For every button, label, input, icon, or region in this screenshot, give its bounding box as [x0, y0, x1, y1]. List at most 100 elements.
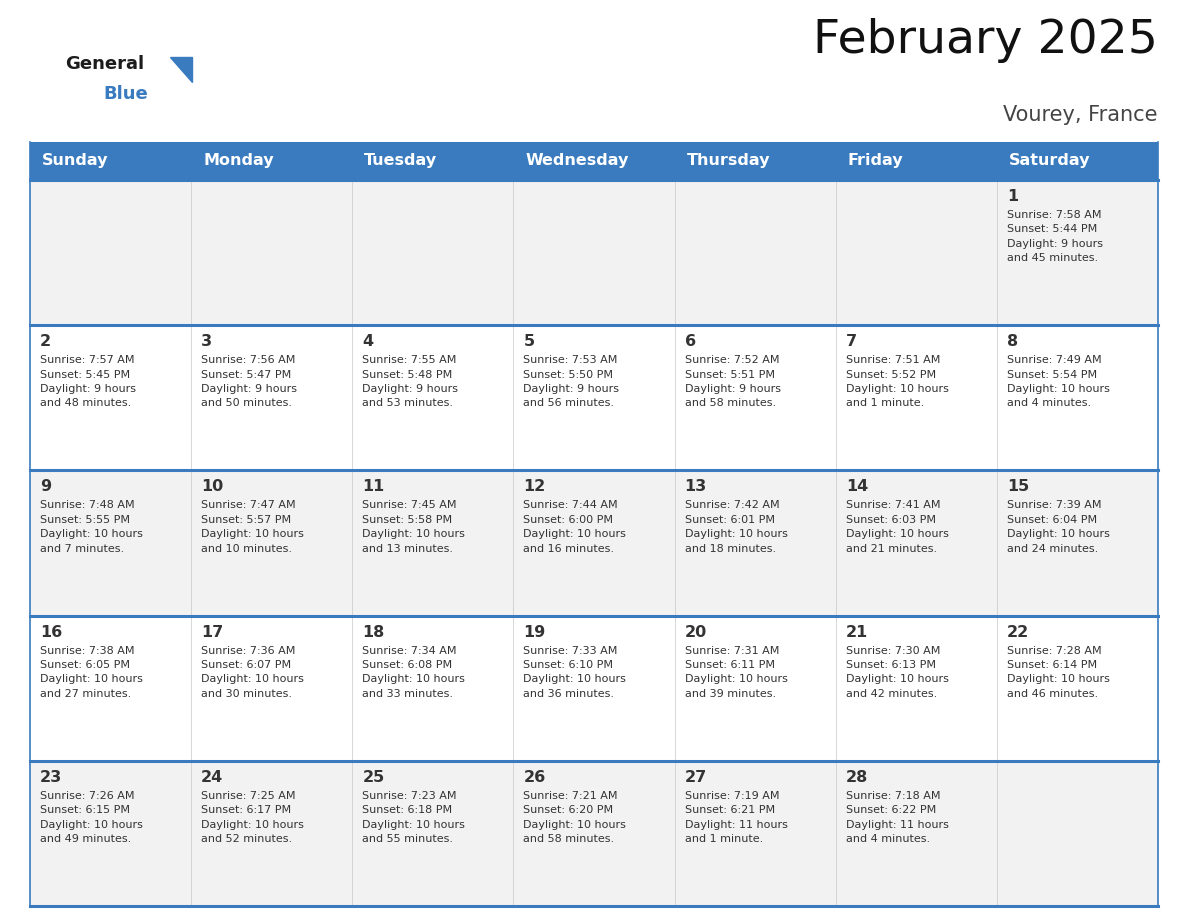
Text: Sunrise: 7:38 AM
Sunset: 6:05 PM
Daylight: 10 hours
and 27 minutes.: Sunrise: 7:38 AM Sunset: 6:05 PM Dayligh…: [40, 645, 143, 699]
Text: Sunrise: 7:18 AM
Sunset: 6:22 PM
Daylight: 11 hours
and 4 minutes.: Sunrise: 7:18 AM Sunset: 6:22 PM Dayligh…: [846, 790, 948, 844]
Text: 28: 28: [846, 770, 868, 785]
Text: Sunrise: 7:48 AM
Sunset: 5:55 PM
Daylight: 10 hours
and 7 minutes.: Sunrise: 7:48 AM Sunset: 5:55 PM Dayligh…: [40, 500, 143, 554]
Text: Friday: Friday: [848, 153, 903, 169]
Text: Sunday: Sunday: [42, 153, 108, 169]
Text: 18: 18: [362, 624, 385, 640]
Bar: [30, 761, 191, 906]
Text: 24: 24: [201, 770, 223, 785]
Text: Monday: Monday: [203, 153, 273, 169]
Text: 8: 8: [1007, 334, 1018, 349]
Text: Saturday: Saturday: [1009, 153, 1091, 169]
Bar: [30, 180, 191, 325]
Text: Sunrise: 7:42 AM
Sunset: 6:01 PM
Daylight: 10 hours
and 18 minutes.: Sunrise: 7:42 AM Sunset: 6:01 PM Dayligh…: [684, 500, 788, 554]
Bar: [835, 180, 997, 325]
Text: Tuesday: Tuesday: [365, 153, 437, 169]
Text: Sunrise: 7:36 AM
Sunset: 6:07 PM
Daylight: 10 hours
and 30 minutes.: Sunrise: 7:36 AM Sunset: 6:07 PM Dayligh…: [201, 645, 304, 699]
Bar: [513, 470, 675, 616]
Text: 19: 19: [524, 624, 545, 640]
Text: 17: 17: [201, 624, 223, 640]
Bar: [513, 761, 675, 906]
Text: Sunrise: 7:30 AM
Sunset: 6:13 PM
Daylight: 10 hours
and 42 minutes.: Sunrise: 7:30 AM Sunset: 6:13 PM Dayligh…: [846, 645, 948, 699]
Bar: [30, 142, 1158, 180]
Text: 27: 27: [684, 770, 707, 785]
Text: Sunrise: 7:44 AM
Sunset: 6:00 PM
Daylight: 10 hours
and 16 minutes.: Sunrise: 7:44 AM Sunset: 6:00 PM Dayligh…: [524, 500, 626, 554]
Text: Sunrise: 7:45 AM
Sunset: 5:58 PM
Daylight: 10 hours
and 13 minutes.: Sunrise: 7:45 AM Sunset: 5:58 PM Dayligh…: [362, 500, 466, 554]
Text: Vourey, France: Vourey, France: [1004, 105, 1158, 125]
Bar: [997, 180, 1158, 325]
Text: 11: 11: [362, 479, 385, 495]
Text: Sunrise: 7:41 AM
Sunset: 6:03 PM
Daylight: 10 hours
and 21 minutes.: Sunrise: 7:41 AM Sunset: 6:03 PM Dayligh…: [846, 500, 948, 554]
Bar: [353, 761, 513, 906]
Text: 7: 7: [846, 334, 857, 349]
Bar: [191, 180, 353, 325]
Bar: [997, 761, 1158, 906]
Bar: [191, 325, 353, 470]
Text: 10: 10: [201, 479, 223, 495]
Text: Sunrise: 7:51 AM
Sunset: 5:52 PM
Daylight: 10 hours
and 1 minute.: Sunrise: 7:51 AM Sunset: 5:52 PM Dayligh…: [846, 355, 948, 409]
Text: 14: 14: [846, 479, 868, 495]
Text: 1: 1: [1007, 189, 1018, 204]
Text: Blue: Blue: [103, 85, 147, 103]
Text: 3: 3: [201, 334, 213, 349]
Text: 15: 15: [1007, 479, 1029, 495]
Bar: [997, 616, 1158, 761]
Text: 13: 13: [684, 479, 707, 495]
Text: Sunrise: 7:21 AM
Sunset: 6:20 PM
Daylight: 10 hours
and 58 minutes.: Sunrise: 7:21 AM Sunset: 6:20 PM Dayligh…: [524, 790, 626, 844]
Polygon shape: [170, 57, 192, 82]
Text: 25: 25: [362, 770, 385, 785]
Text: Thursday: Thursday: [687, 153, 770, 169]
Text: Sunrise: 7:47 AM
Sunset: 5:57 PM
Daylight: 10 hours
and 10 minutes.: Sunrise: 7:47 AM Sunset: 5:57 PM Dayligh…: [201, 500, 304, 554]
Text: Sunrise: 7:52 AM
Sunset: 5:51 PM
Daylight: 9 hours
and 58 minutes.: Sunrise: 7:52 AM Sunset: 5:51 PM Dayligh…: [684, 355, 781, 409]
Bar: [675, 325, 835, 470]
Bar: [675, 470, 835, 616]
Text: Sunrise: 7:53 AM
Sunset: 5:50 PM
Daylight: 9 hours
and 56 minutes.: Sunrise: 7:53 AM Sunset: 5:50 PM Dayligh…: [524, 355, 619, 409]
Text: February 2025: February 2025: [813, 18, 1158, 63]
Bar: [835, 325, 997, 470]
Text: Sunrise: 7:39 AM
Sunset: 6:04 PM
Daylight: 10 hours
and 24 minutes.: Sunrise: 7:39 AM Sunset: 6:04 PM Dayligh…: [1007, 500, 1110, 554]
Text: Sunrise: 7:28 AM
Sunset: 6:14 PM
Daylight: 10 hours
and 46 minutes.: Sunrise: 7:28 AM Sunset: 6:14 PM Dayligh…: [1007, 645, 1110, 699]
Text: Sunrise: 7:55 AM
Sunset: 5:48 PM
Daylight: 9 hours
and 53 minutes.: Sunrise: 7:55 AM Sunset: 5:48 PM Dayligh…: [362, 355, 459, 409]
Bar: [191, 470, 353, 616]
Bar: [30, 616, 191, 761]
Bar: [835, 761, 997, 906]
Text: 26: 26: [524, 770, 545, 785]
Bar: [513, 325, 675, 470]
Bar: [835, 470, 997, 616]
Text: 16: 16: [40, 624, 62, 640]
Text: Sunrise: 7:57 AM
Sunset: 5:45 PM
Daylight: 9 hours
and 48 minutes.: Sunrise: 7:57 AM Sunset: 5:45 PM Dayligh…: [40, 355, 135, 409]
Text: Sunrise: 7:49 AM
Sunset: 5:54 PM
Daylight: 10 hours
and 4 minutes.: Sunrise: 7:49 AM Sunset: 5:54 PM Dayligh…: [1007, 355, 1110, 409]
Text: 23: 23: [40, 770, 62, 785]
Bar: [675, 180, 835, 325]
Text: Sunrise: 7:58 AM
Sunset: 5:44 PM
Daylight: 9 hours
and 45 minutes.: Sunrise: 7:58 AM Sunset: 5:44 PM Dayligh…: [1007, 210, 1102, 263]
Bar: [675, 616, 835, 761]
Bar: [997, 325, 1158, 470]
Text: Sunrise: 7:31 AM
Sunset: 6:11 PM
Daylight: 10 hours
and 39 minutes.: Sunrise: 7:31 AM Sunset: 6:11 PM Dayligh…: [684, 645, 788, 699]
Bar: [997, 470, 1158, 616]
Bar: [353, 180, 513, 325]
Bar: [30, 470, 191, 616]
Text: Sunrise: 7:34 AM
Sunset: 6:08 PM
Daylight: 10 hours
and 33 minutes.: Sunrise: 7:34 AM Sunset: 6:08 PM Dayligh…: [362, 645, 466, 699]
Bar: [675, 761, 835, 906]
Bar: [513, 616, 675, 761]
Text: 20: 20: [684, 624, 707, 640]
Text: General: General: [65, 55, 144, 73]
Text: Sunrise: 7:23 AM
Sunset: 6:18 PM
Daylight: 10 hours
and 55 minutes.: Sunrise: 7:23 AM Sunset: 6:18 PM Dayligh…: [362, 790, 466, 844]
Text: 5: 5: [524, 334, 535, 349]
Text: 6: 6: [684, 334, 696, 349]
Text: 9: 9: [40, 479, 51, 495]
Bar: [353, 325, 513, 470]
Text: 21: 21: [846, 624, 868, 640]
Text: 22: 22: [1007, 624, 1029, 640]
Text: 12: 12: [524, 479, 545, 495]
Bar: [191, 616, 353, 761]
Bar: [513, 180, 675, 325]
Text: Sunrise: 7:19 AM
Sunset: 6:21 PM
Daylight: 11 hours
and 1 minute.: Sunrise: 7:19 AM Sunset: 6:21 PM Dayligh…: [684, 790, 788, 844]
Bar: [353, 616, 513, 761]
Text: Sunrise: 7:33 AM
Sunset: 6:10 PM
Daylight: 10 hours
and 36 minutes.: Sunrise: 7:33 AM Sunset: 6:10 PM Dayligh…: [524, 645, 626, 699]
Text: 2: 2: [40, 334, 51, 349]
Text: Sunrise: 7:26 AM
Sunset: 6:15 PM
Daylight: 10 hours
and 49 minutes.: Sunrise: 7:26 AM Sunset: 6:15 PM Dayligh…: [40, 790, 143, 844]
Text: Sunrise: 7:25 AM
Sunset: 6:17 PM
Daylight: 10 hours
and 52 minutes.: Sunrise: 7:25 AM Sunset: 6:17 PM Dayligh…: [201, 790, 304, 844]
Text: 4: 4: [362, 334, 373, 349]
Text: Sunrise: 7:56 AM
Sunset: 5:47 PM
Daylight: 9 hours
and 50 minutes.: Sunrise: 7:56 AM Sunset: 5:47 PM Dayligh…: [201, 355, 297, 409]
Bar: [835, 616, 997, 761]
